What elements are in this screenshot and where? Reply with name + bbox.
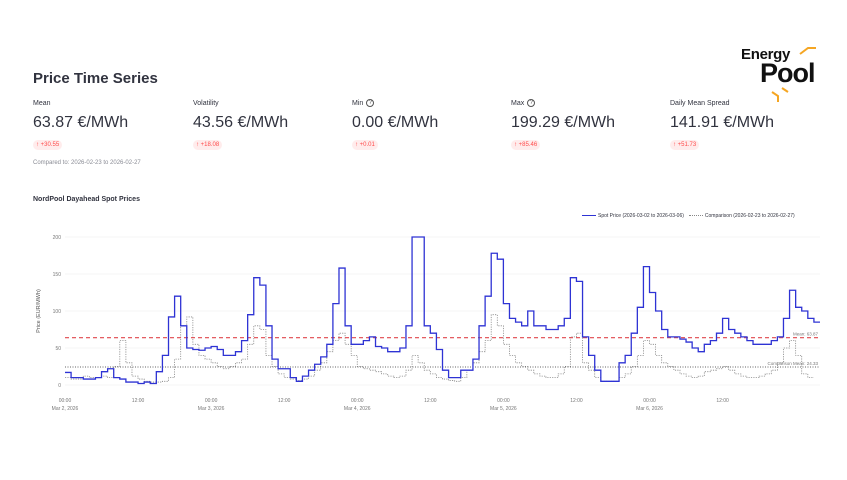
legend-swatch-dotted xyxy=(688,215,703,217)
series-line-spot-price[interactable] xyxy=(65,236,820,385)
y-axis-label: Price (EUR/MWh) xyxy=(36,289,42,333)
metric-value: 43.56 €/MWh xyxy=(193,114,289,131)
y-tick-label: 100 xyxy=(53,309,62,315)
logo-text-pool: Pool xyxy=(760,58,815,88)
y-tick-label: 150 xyxy=(53,272,62,278)
x-tick-label: 12:00 xyxy=(570,398,583,404)
y-tick-label: 200 xyxy=(53,235,62,241)
x-tick-label: 12:00 xyxy=(132,398,145,404)
metric-value: 63.87 €/MWh xyxy=(33,114,129,131)
x-tick-label: 00:00 xyxy=(351,398,364,404)
x-tick-label: 12:00 xyxy=(716,398,729,404)
metric-label: Daily Mean Spread xyxy=(670,99,730,107)
comparison-mean-reference-label: Comparison Mean: 24.33 xyxy=(767,361,818,366)
metrics-row: Mean 63.87 €/MWh ↑ +30.55 Volatility 43.… xyxy=(33,98,833,158)
metric-daily-mean-spread: Daily Mean Spread 141.91 €/MWh ↑ +51.73 xyxy=(670,98,774,151)
metric-label: Min xyxy=(352,99,364,107)
logo-text-energy: Energy xyxy=(741,46,791,63)
metric-delta: ↑ +0.01 xyxy=(352,140,378,150)
metric-min: Min? 0.00 €/MWh ↑ +0.01 xyxy=(352,98,438,151)
price-chart[interactable]: 0 50 100 150 200 Price (EUR/MWh) 00:00 Mar 2, 2… xyxy=(30,225,830,420)
y-tick-label: 0 xyxy=(58,383,61,389)
chart-legend[interactable]: Spot Price (2026-03-02 to 2026-03-06) Co… xyxy=(582,213,795,219)
x-tick-label: 12:00 xyxy=(278,398,291,404)
compared-to-text: Compared to: 2026-02-23 to 2026-02-27 xyxy=(33,160,141,166)
metric-mean: Mean 63.87 €/MWh ↑ +30.55 xyxy=(33,98,128,151)
mean-reference-label: Mean: 63.87 xyxy=(793,332,819,337)
y-tick-label: 50 xyxy=(55,346,61,352)
metric-label: Mean xyxy=(33,99,51,107)
legend-item-spot[interactable]: Spot Price (2026-03-02 to 2026-03-06) xyxy=(582,213,684,219)
metric-value: 199.29 €/MWh xyxy=(511,114,616,131)
metric-delta: ↑ +18.08 xyxy=(193,140,223,150)
legend-label-comparison: Comparison (2026-02-23 to 2026-02-27) xyxy=(704,213,795,219)
metric-value: 0.00 €/MWh xyxy=(352,114,439,131)
x-tick-date-label: Mar 6, 2026 xyxy=(636,406,663,412)
metric-max: Max? 199.29 €/MWh ↑ +85.46 xyxy=(511,98,615,151)
legend-item-comparison[interactable]: Comparison (2026-02-23 to 2026-02-27) xyxy=(688,213,795,219)
page-title: Price Time Series xyxy=(33,70,158,87)
energy-pool-logo: Energy Pool xyxy=(738,44,838,104)
x-tick-label: 00:00 xyxy=(643,398,656,404)
metric-volatility: Volatility 43.56 €/MWh ↑ +18.08 xyxy=(193,98,288,151)
metric-label: Max xyxy=(511,99,525,107)
chart-title: NordPool Dayahead Spot Prices xyxy=(33,196,140,203)
x-tick-date-label: Mar 3, 2026 xyxy=(198,406,225,412)
x-tick-label: 00:00 xyxy=(59,398,72,404)
legend-label-spot: Spot Price (2026-03-02 to 2026-03-06) xyxy=(598,213,684,219)
legend-swatch-solid xyxy=(582,215,596,217)
metric-delta: ↑ +85.46 xyxy=(511,140,541,150)
x-tick-label: 00:00 xyxy=(497,398,510,404)
logo-accent-icon xyxy=(771,47,816,102)
series-line-comparison[interactable] xyxy=(65,314,814,383)
help-icon[interactable]: ? xyxy=(366,99,375,107)
metric-label: Volatility xyxy=(193,99,219,107)
metric-delta: ↑ +51.73 xyxy=(670,140,700,150)
x-tick-label: 12:00 xyxy=(424,398,437,404)
x-tick-date-label: Mar 4, 2026 xyxy=(344,406,371,412)
help-icon[interactable]: ? xyxy=(527,99,536,107)
x-tick-date-label: Mar 5, 2026 xyxy=(490,406,517,412)
x-tick-label: 00:00 xyxy=(205,398,218,404)
metric-delta: ↑ +30.55 xyxy=(33,140,63,150)
x-tick-date-label: Mar 2, 2026 xyxy=(52,406,79,412)
metric-value: 141.91 €/MWh xyxy=(670,114,775,131)
